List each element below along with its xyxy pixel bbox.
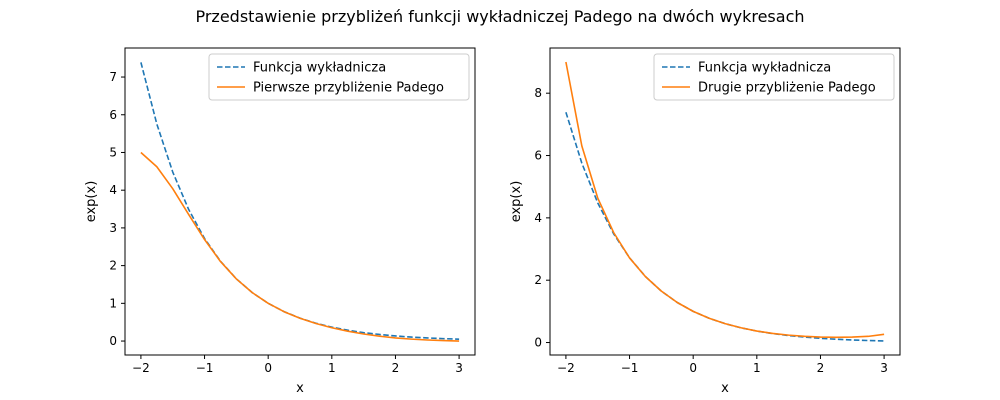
x-tick-label: 3 bbox=[880, 361, 888, 375]
y-axis-label: exp(x) bbox=[84, 181, 99, 223]
x-tick-label: 2 bbox=[392, 361, 400, 375]
legend: Funkcja wykładnicza Pierwsze przybliżenie… bbox=[208, 53, 470, 101]
y-tick-label: 5 bbox=[109, 145, 117, 159]
y-tick-label: 8 bbox=[534, 86, 542, 100]
y-axis-label: exp(x) bbox=[509, 181, 524, 223]
y-tick-label: 0 bbox=[109, 334, 117, 348]
x-tick-label: 1 bbox=[328, 361, 336, 375]
figure-title: Przedstawienie przybliżeń funkcji wykład… bbox=[195, 7, 804, 26]
y-tick-label: 3 bbox=[109, 221, 117, 235]
legend-box bbox=[208, 53, 470, 101]
x-tick-label: 0 bbox=[689, 361, 697, 375]
y-tick-label: 2 bbox=[109, 259, 117, 273]
series-line-1 bbox=[565, 112, 885, 342]
y-tick-label: 4 bbox=[109, 183, 117, 197]
x-tick-label: 3 bbox=[455, 361, 463, 375]
y-tick-label: 4 bbox=[534, 211, 542, 225]
legend-label-1: Funkcja wykładnicza bbox=[698, 61, 831, 76]
x-tick-label: −2 bbox=[557, 361, 575, 375]
y-tick-label: 6 bbox=[534, 149, 542, 163]
x-tick-label: 2 bbox=[817, 361, 825, 375]
legend-label-2: Pierwsze przybliżenie Padego bbox=[253, 81, 444, 96]
series-line-1 bbox=[140, 62, 460, 340]
x-tick-label: −1 bbox=[196, 361, 214, 375]
x-tick-label: 1 bbox=[753, 361, 761, 375]
legend-label-1: Funkcja wykładnicza bbox=[253, 61, 386, 76]
x-tick-label: −2 bbox=[132, 361, 150, 375]
x-axis-label: x bbox=[296, 381, 304, 396]
right-chart-panel: −2 −1 0 1 2 3 0 2 4 6 8 x exp(x) Funkcja wykładnicza D… bbox=[509, 47, 901, 396]
plot-frame bbox=[549, 47, 901, 356]
y-tick-label: 6 bbox=[109, 108, 117, 122]
x-tick-label: 0 bbox=[264, 361, 272, 375]
series-line-2 bbox=[140, 151, 460, 342]
series-line-2 bbox=[565, 61, 885, 339]
y-tick-label: 0 bbox=[534, 336, 542, 350]
legend: Funkcja wykładnicza Drugie przybliżenie P… bbox=[653, 53, 895, 101]
plot-frame bbox=[124, 47, 476, 356]
y-tick-label: 7 bbox=[109, 70, 117, 84]
x-tick-label: −1 bbox=[621, 361, 639, 375]
left-chart-panel: −2 −1 0 1 2 3 0 1 2 3 4 5 6 7 x exp(x) Funkcja wykładnic… bbox=[84, 47, 476, 396]
x-axis-label: x bbox=[721, 381, 729, 396]
legend-label-2: Drugie przybliżenie Padego bbox=[698, 81, 876, 96]
y-tick-label: 1 bbox=[109, 296, 117, 310]
legend-box bbox=[653, 53, 895, 101]
y-tick-label: 2 bbox=[534, 273, 542, 287]
